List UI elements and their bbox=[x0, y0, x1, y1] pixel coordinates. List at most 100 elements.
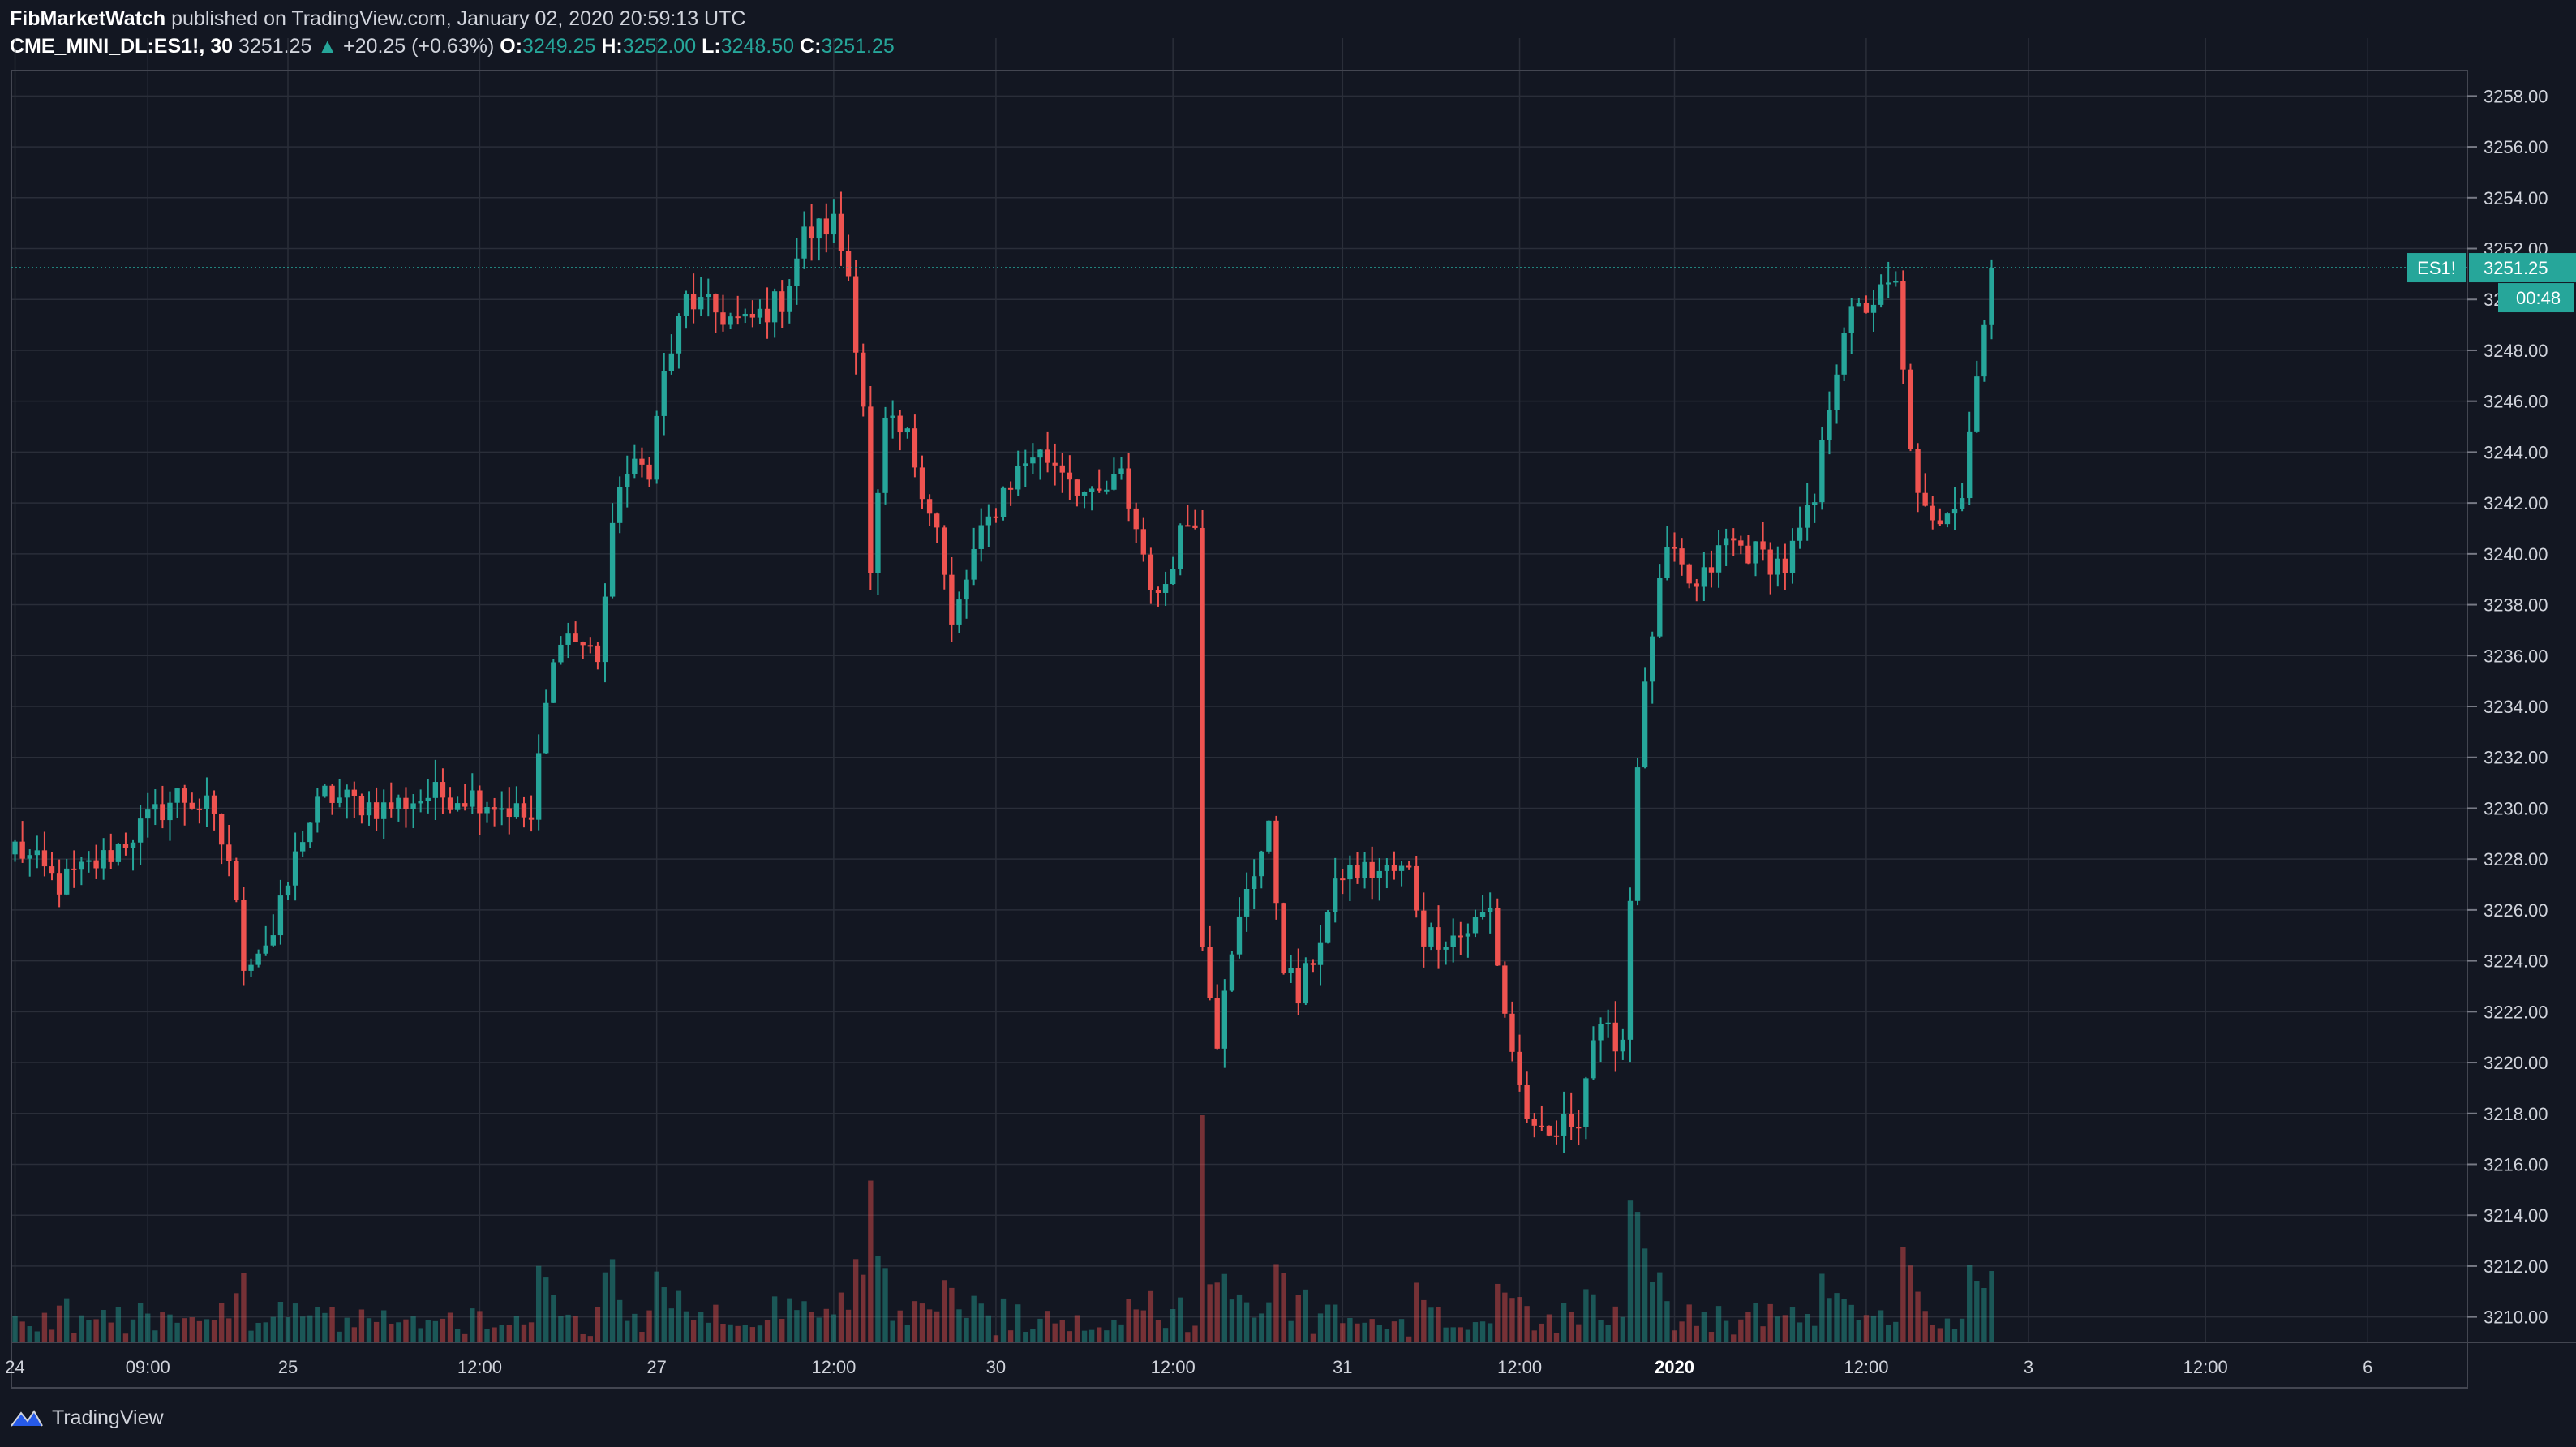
candle-body[interactable] bbox=[1081, 492, 1088, 496]
candle-body[interactable] bbox=[1207, 947, 1213, 998]
candle-body[interactable] bbox=[1694, 583, 1699, 587]
candle-body[interactable] bbox=[1517, 1051, 1522, 1085]
candle-body[interactable] bbox=[1561, 1114, 1567, 1136]
candle-body[interactable] bbox=[1967, 431, 1973, 499]
candle-body[interactable] bbox=[683, 294, 689, 316]
candle-body[interactable] bbox=[676, 316, 682, 354]
candle-body[interactable] bbox=[189, 802, 195, 809]
candle-body[interactable] bbox=[1015, 466, 1021, 490]
candle-body[interactable] bbox=[1355, 865, 1360, 878]
candle-body[interactable] bbox=[882, 417, 888, 493]
candle-body[interactable] bbox=[971, 548, 977, 580]
candle-body[interactable] bbox=[285, 885, 291, 896]
candle-body[interactable] bbox=[1893, 281, 1899, 283]
candle-body[interactable] bbox=[580, 642, 586, 646]
candle-body[interactable] bbox=[1974, 376, 1980, 432]
candle-body[interactable] bbox=[1052, 462, 1058, 466]
candle-body[interactable] bbox=[912, 428, 918, 468]
candle-body[interactable] bbox=[1045, 449, 1050, 463]
candle-body[interactable] bbox=[1627, 900, 1634, 1040]
candle-body[interactable] bbox=[152, 804, 158, 810]
candle-body[interactable] bbox=[838, 213, 844, 251]
candle-body[interactable] bbox=[1000, 487, 1007, 517]
candle-body[interactable] bbox=[263, 945, 268, 954]
candle-body[interactable] bbox=[241, 900, 247, 971]
candle-body[interactable] bbox=[521, 803, 527, 818]
candle-body[interactable] bbox=[1657, 578, 1663, 637]
candle-body[interactable] bbox=[248, 964, 254, 971]
candle-body[interactable] bbox=[661, 371, 667, 416]
candle-body[interactable] bbox=[1715, 545, 1722, 573]
candle-body[interactable] bbox=[1074, 479, 1080, 496]
candle-body[interactable] bbox=[307, 822, 313, 843]
candle-body[interactable] bbox=[1450, 935, 1456, 947]
candle-body[interactable] bbox=[49, 866, 55, 874]
candle-body[interactable] bbox=[1170, 569, 1176, 585]
candle-body[interactable] bbox=[1944, 513, 1951, 525]
candle-body[interactable] bbox=[1634, 767, 1641, 901]
candle-body[interactable] bbox=[1827, 410, 1832, 440]
candle-body[interactable] bbox=[1937, 520, 1943, 525]
candle-body[interactable] bbox=[454, 803, 461, 810]
candle-body[interactable] bbox=[1243, 888, 1250, 917]
candle-body[interactable] bbox=[440, 782, 446, 798]
candle-body[interactable] bbox=[1421, 910, 1427, 947]
candle-body[interactable] bbox=[1679, 548, 1685, 565]
candle-body[interactable] bbox=[358, 796, 365, 816]
candle-body[interactable] bbox=[351, 789, 358, 796]
candle-body[interactable] bbox=[1908, 369, 1913, 449]
candle-body[interactable] bbox=[942, 527, 947, 575]
candle-body[interactable] bbox=[1856, 303, 1862, 307]
candle-body[interactable] bbox=[1236, 916, 1243, 955]
candle-body[interactable] bbox=[1104, 489, 1110, 492]
candle-body[interactable] bbox=[1059, 465, 1065, 473]
candle-body[interactable] bbox=[1273, 820, 1279, 904]
time-axis[interactable]: 24 09:00 25 12:00 27 12:00 30 12:00 31 12:00 2020 1… bbox=[5, 1357, 2372, 1377]
candle-body[interactable] bbox=[1642, 681, 1648, 768]
tradingview-branding[interactable]: TradingView bbox=[10, 1402, 164, 1434]
candle-body[interactable] bbox=[1192, 525, 1198, 528]
candle-body[interactable] bbox=[108, 850, 114, 862]
candle-body[interactable] bbox=[625, 474, 630, 487]
candle-body[interactable] bbox=[418, 801, 423, 804]
candle-body[interactable] bbox=[1111, 474, 1117, 490]
candle-body[interactable] bbox=[255, 953, 261, 965]
candle-body[interactable] bbox=[639, 458, 645, 465]
candle-body[interactable] bbox=[34, 850, 41, 856]
publisher-name[interactable]: FibMarketWatch bbox=[10, 7, 166, 30]
candle-body[interactable] bbox=[204, 795, 210, 809]
candle-body[interactable] bbox=[1465, 933, 1471, 937]
candle-body[interactable] bbox=[1406, 865, 1412, 868]
candle-body[interactable] bbox=[1848, 306, 1854, 333]
candle-body[interactable] bbox=[270, 935, 276, 946]
candle-body[interactable] bbox=[226, 844, 232, 861]
candle-body[interactable] bbox=[1391, 865, 1397, 871]
candle-body[interactable] bbox=[19, 841, 25, 859]
candle-body[interactable] bbox=[79, 861, 84, 870]
candle-body[interactable] bbox=[1870, 304, 1877, 313]
candle-body[interactable] bbox=[535, 753, 542, 820]
candle-body[interactable] bbox=[757, 308, 763, 318]
candle-body[interactable] bbox=[1214, 998, 1220, 1049]
candle-body[interactable] bbox=[1569, 1114, 1574, 1127]
candle-body[interactable] bbox=[12, 841, 18, 855]
candle-body[interactable] bbox=[1428, 927, 1434, 947]
candle-body[interactable] bbox=[809, 226, 814, 239]
candle-body[interactable] bbox=[1384, 865, 1390, 871]
candle-body[interactable] bbox=[389, 802, 394, 809]
candle-body[interactable] bbox=[595, 645, 601, 663]
candle-body[interactable] bbox=[1951, 509, 1958, 514]
candle-body[interactable] bbox=[1612, 1022, 1618, 1052]
candle-body[interactable] bbox=[1804, 505, 1810, 528]
candle-body[interactable] bbox=[1576, 1127, 1582, 1129]
candle-body[interactable] bbox=[558, 644, 564, 663]
candle-body[interactable] bbox=[528, 817, 535, 820]
candle-body[interactable] bbox=[1200, 527, 1205, 947]
candle-body[interactable] bbox=[543, 702, 549, 754]
candle-body[interactable] bbox=[565, 633, 571, 645]
candle-body[interactable] bbox=[513, 803, 520, 818]
candle-body[interactable] bbox=[145, 809, 151, 819]
candle-body[interactable] bbox=[742, 313, 748, 317]
candle-body[interactable] bbox=[1133, 508, 1139, 530]
candle-body[interactable] bbox=[1369, 861, 1375, 878]
